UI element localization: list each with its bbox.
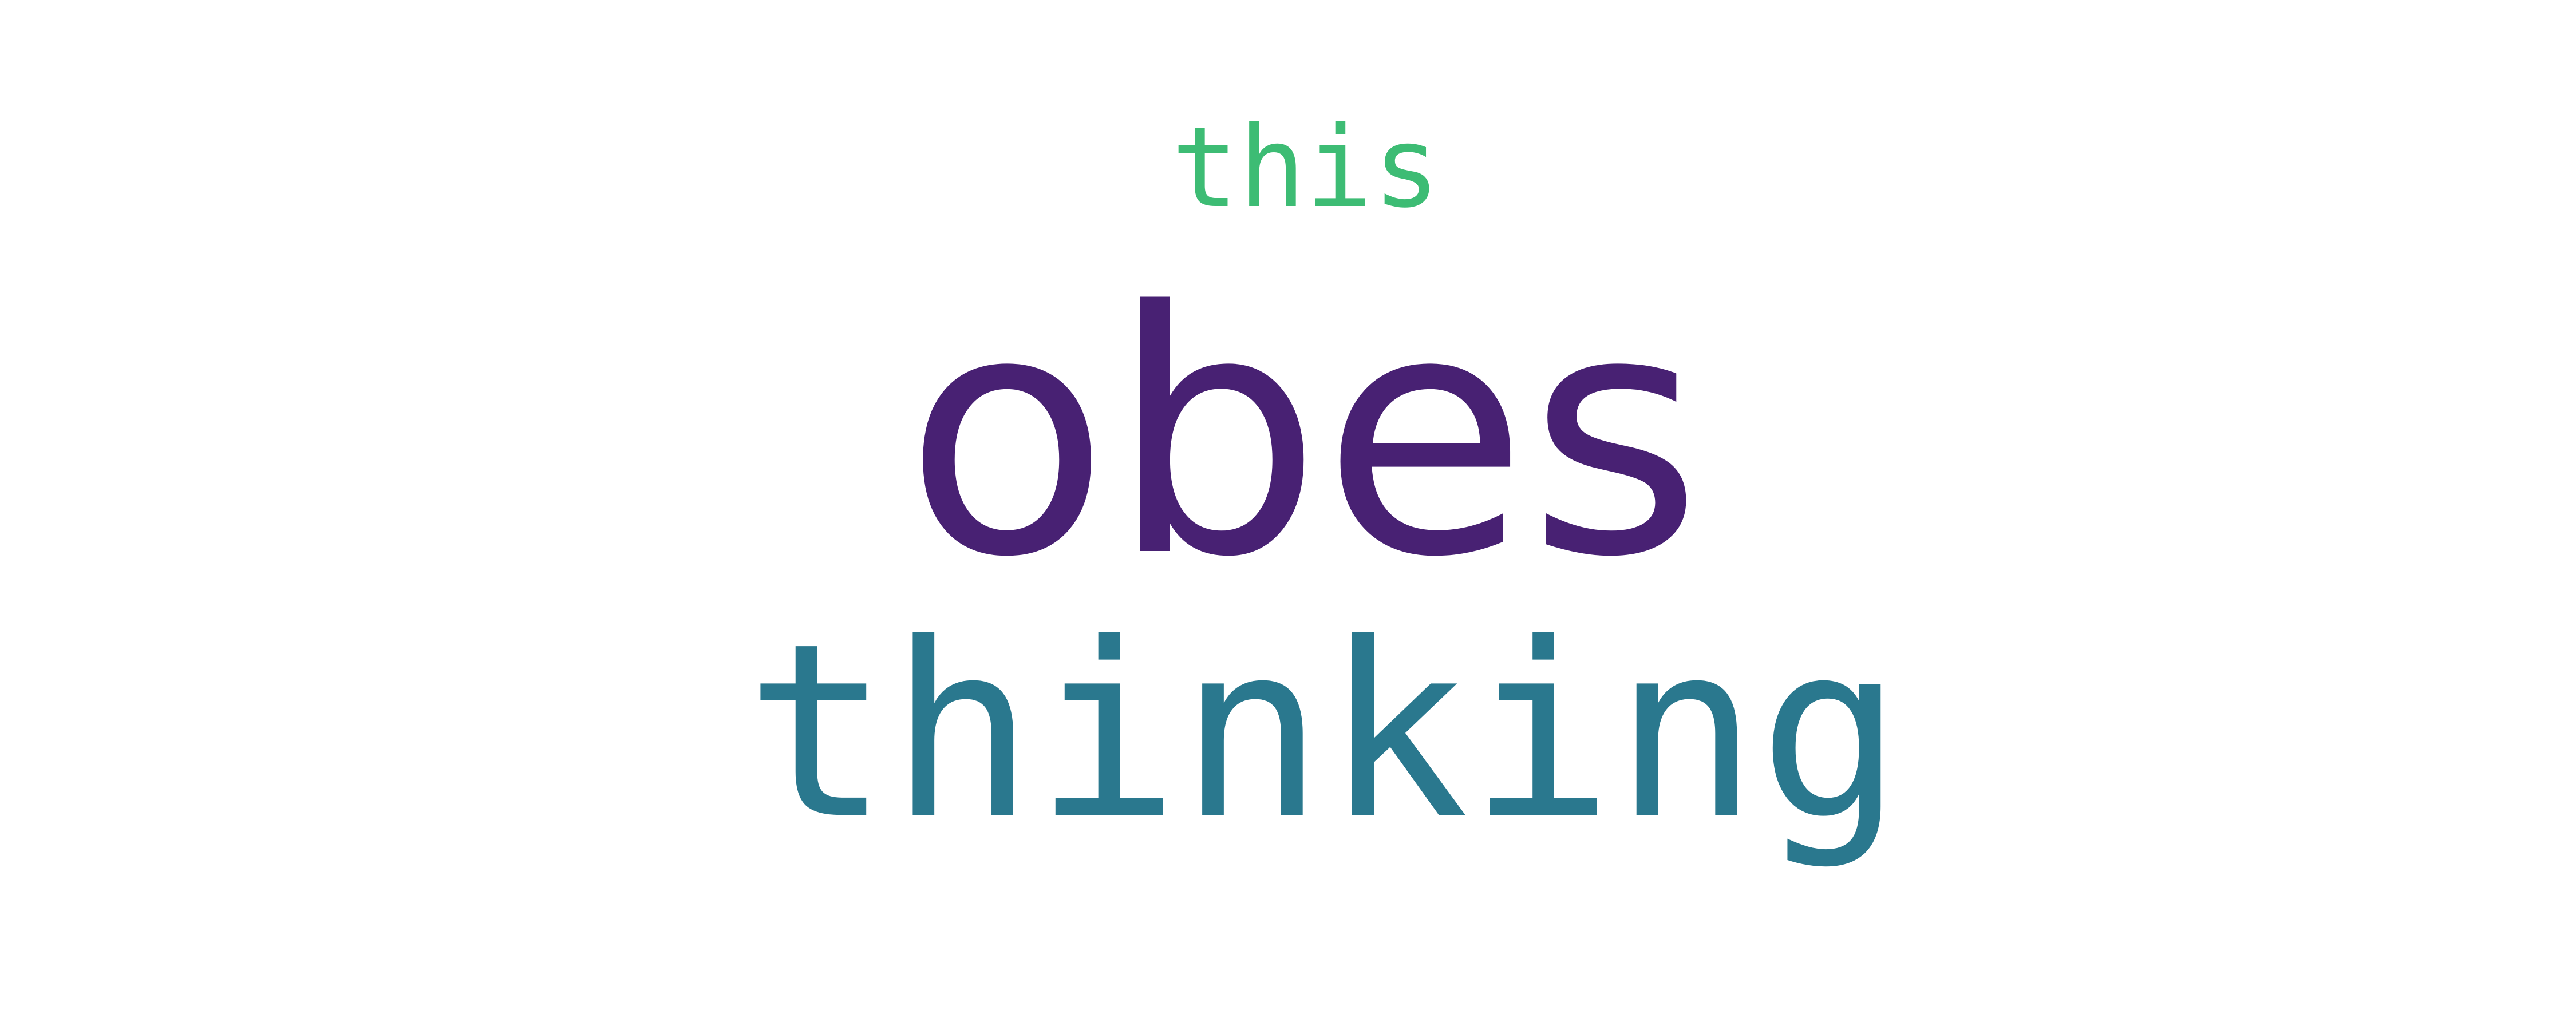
word-thinking: thinking bbox=[745, 592, 1903, 872]
word-this: this bbox=[1171, 102, 1440, 232]
word-obes: obes bbox=[904, 240, 1702, 630]
